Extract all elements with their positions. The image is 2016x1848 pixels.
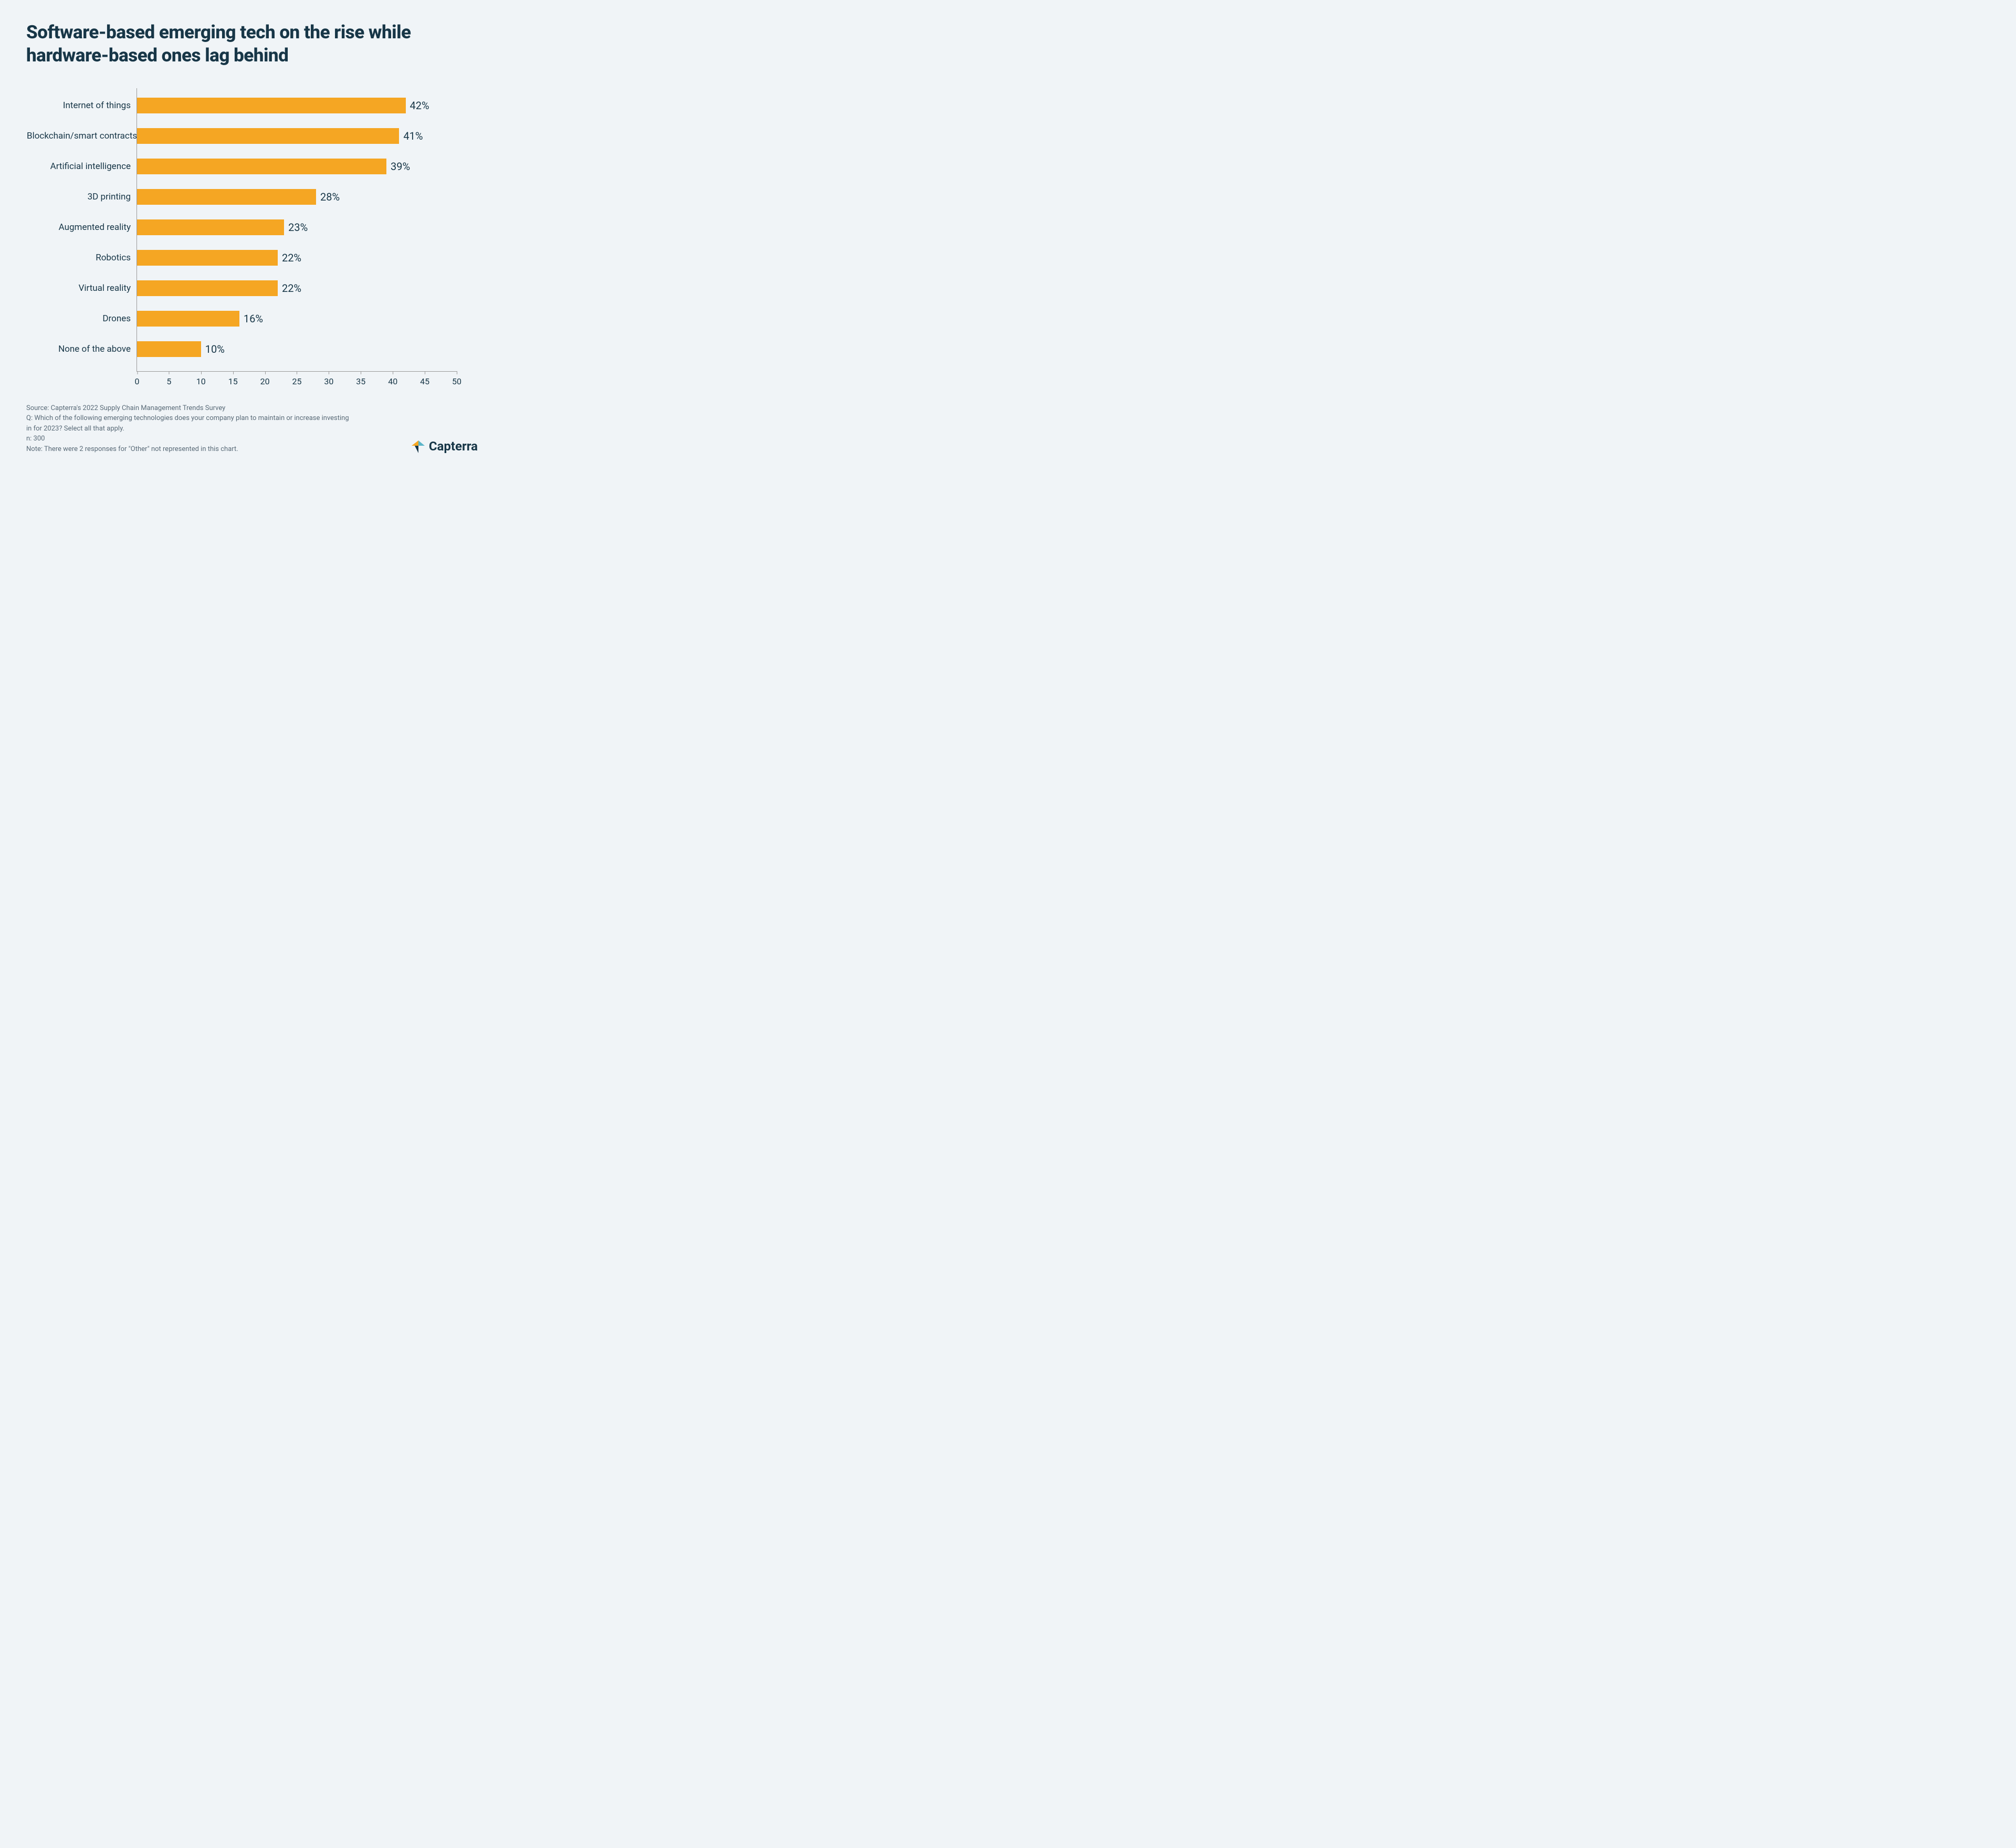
bar-value: 23% (284, 221, 308, 234)
x-tick: 15 (228, 371, 238, 386)
footer-text: Source: Capterra's 2022 Supply Chain Man… (26, 403, 352, 455)
chart-title: Software-based emerging tech on the rise… (26, 21, 478, 67)
x-tick: 0 (135, 371, 140, 386)
bar-label: None of the above (27, 341, 137, 357)
x-axis: 05101520253035404550 (137, 371, 457, 387)
bar (137, 159, 386, 174)
x-tick: 35 (356, 371, 365, 386)
bar (137, 98, 406, 113)
x-tick: 40 (388, 371, 397, 386)
bar-value: 10% (201, 343, 225, 355)
bar-value: 22% (278, 251, 301, 264)
bar-label: Blockchain/smart contracts (27, 128, 137, 144)
bar-chart: 05101520253035404550 Internet of things4… (136, 88, 457, 372)
bar (137, 189, 316, 205)
bar (137, 250, 278, 266)
x-tick: 25 (292, 371, 302, 386)
x-tick: 50 (452, 371, 461, 386)
x-tick: 30 (324, 371, 333, 386)
bar-label: Augmented reality (27, 219, 137, 235)
bar-value: 22% (278, 282, 301, 295)
bar-label: Internet of things (27, 98, 137, 113)
bar-value: 42% (406, 99, 429, 112)
bar (137, 341, 201, 357)
bar-row: Robotics22% (137, 250, 457, 266)
capterra-logo-text: Capterra (429, 439, 478, 454)
bar-label: Artificial intelligence (27, 159, 137, 174)
footer-note: Note: There were 2 responses for "Other"… (26, 444, 352, 455)
x-tick: 5 (166, 371, 171, 386)
bar-row: None of the above10% (137, 341, 457, 357)
bar-row: Drones16% (137, 311, 457, 327)
bar (137, 128, 399, 144)
bar-value: 16% (239, 312, 263, 325)
bar-row: Artificial intelligence39% (137, 159, 457, 174)
bar-label: 3D printing (27, 189, 137, 205)
bar-value: 39% (386, 160, 410, 173)
bar-label: Virtual reality (27, 280, 137, 296)
bar-label: Drones (27, 311, 137, 327)
capterra-logo-icon (410, 438, 426, 454)
bar-row: Virtual reality22% (137, 280, 457, 296)
capterra-logo: Capterra (410, 438, 478, 454)
bar-row: Blockchain/smart contracts41% (137, 128, 457, 144)
bar (137, 219, 284, 235)
bar (137, 280, 278, 296)
footer-source: Source: Capterra's 2022 Supply Chain Man… (26, 403, 352, 414)
x-tick: 20 (260, 371, 270, 386)
bar-label: Robotics (27, 250, 137, 266)
footer-n: n: 300 (26, 434, 352, 444)
x-tick: 45 (420, 371, 429, 386)
bar-row: Augmented reality23% (137, 219, 457, 235)
bar (137, 311, 239, 327)
x-tick: 10 (196, 371, 206, 386)
footer: Source: Capterra's 2022 Supply Chain Man… (26, 403, 478, 455)
bar-row: 3D printing28% (137, 189, 457, 205)
bar-value: 41% (399, 130, 423, 142)
bar-row: Internet of things42% (137, 98, 457, 113)
bar-value: 28% (316, 191, 340, 203)
footer-question: Q: Which of the following emerging techn… (26, 413, 352, 434)
